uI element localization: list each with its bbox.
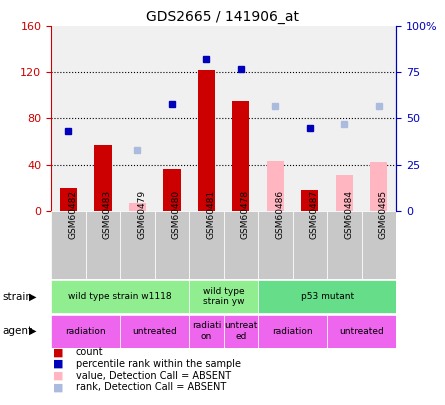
FancyBboxPatch shape <box>51 315 120 347</box>
FancyBboxPatch shape <box>51 280 189 313</box>
Text: ▶: ▶ <box>29 292 36 302</box>
Text: agent: agent <box>2 326 32 336</box>
Text: wild type
strain yw: wild type strain yw <box>203 287 244 306</box>
FancyBboxPatch shape <box>120 211 155 279</box>
Bar <box>198 70 215 211</box>
Text: percentile rank within the sample: percentile rank within the sample <box>76 359 241 369</box>
Text: value, Detection Call = ABSENT: value, Detection Call = ABSENT <box>76 371 231 381</box>
Text: GSM60482: GSM60482 <box>69 190 77 239</box>
Text: GSM60479: GSM60479 <box>138 190 146 239</box>
FancyBboxPatch shape <box>258 315 327 347</box>
FancyBboxPatch shape <box>327 211 362 279</box>
Text: rank, Detection Call = ABSENT: rank, Detection Call = ABSENT <box>76 382 226 392</box>
Text: ■: ■ <box>53 371 64 381</box>
FancyBboxPatch shape <box>258 211 293 279</box>
Text: count: count <box>76 347 103 357</box>
Text: GSM60478: GSM60478 <box>241 190 250 239</box>
Bar <box>267 161 284 211</box>
Bar <box>232 101 250 211</box>
FancyBboxPatch shape <box>224 211 258 279</box>
Bar <box>370 162 388 211</box>
Text: radiation: radiation <box>65 326 106 336</box>
Bar <box>301 190 319 211</box>
Text: wild type strain w1118: wild type strain w1118 <box>69 292 172 301</box>
Text: untreat
ed: untreat ed <box>224 322 258 341</box>
FancyBboxPatch shape <box>224 315 258 347</box>
FancyBboxPatch shape <box>86 211 120 279</box>
Text: GDS2665 / 141906_at: GDS2665 / 141906_at <box>146 10 299 24</box>
FancyBboxPatch shape <box>189 211 224 279</box>
FancyBboxPatch shape <box>189 315 224 347</box>
Bar <box>94 145 112 211</box>
Text: ■: ■ <box>53 382 64 392</box>
Text: GSM60480: GSM60480 <box>172 190 181 239</box>
Text: untreated: untreated <box>339 326 384 336</box>
Text: GSM60486: GSM60486 <box>275 190 284 239</box>
FancyBboxPatch shape <box>327 315 396 347</box>
Text: GSM60484: GSM60484 <box>344 190 353 239</box>
FancyBboxPatch shape <box>189 280 258 313</box>
Bar <box>163 169 181 211</box>
FancyBboxPatch shape <box>51 211 86 279</box>
Text: p53 mutant: p53 mutant <box>300 292 354 301</box>
Bar <box>129 202 146 211</box>
Text: ■: ■ <box>53 359 64 369</box>
Text: GSM60487: GSM60487 <box>310 190 319 239</box>
Text: radiation: radiation <box>272 326 313 336</box>
Text: radiati
on: radiati on <box>192 322 221 341</box>
Bar <box>336 175 353 211</box>
FancyBboxPatch shape <box>258 280 396 313</box>
Text: GSM60485: GSM60485 <box>379 190 388 239</box>
FancyBboxPatch shape <box>120 315 189 347</box>
Text: untreated: untreated <box>132 326 177 336</box>
Text: GSM60483: GSM60483 <box>103 190 112 239</box>
Bar <box>60 188 77 211</box>
Text: ■: ■ <box>53 347 64 357</box>
Text: ▶: ▶ <box>29 326 36 336</box>
Text: GSM60481: GSM60481 <box>206 190 215 239</box>
FancyBboxPatch shape <box>362 211 396 279</box>
FancyBboxPatch shape <box>293 211 327 279</box>
Text: strain: strain <box>2 292 32 302</box>
FancyBboxPatch shape <box>155 211 189 279</box>
